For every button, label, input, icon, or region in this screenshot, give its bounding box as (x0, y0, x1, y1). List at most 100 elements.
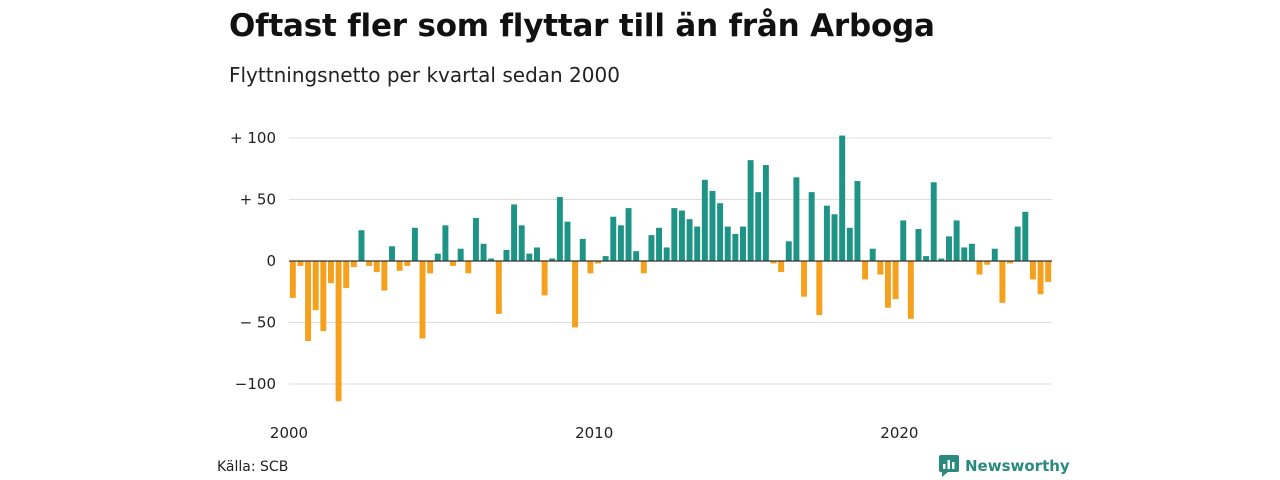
bar (831, 214, 838, 261)
bar (930, 182, 937, 261)
bar (740, 226, 746, 261)
bar (1022, 211, 1029, 261)
bar (671, 208, 678, 261)
bar (450, 261, 457, 266)
bar (335, 261, 342, 402)
bar (785, 241, 792, 261)
bar (442, 225, 449, 261)
bar (793, 177, 800, 261)
bar (953, 220, 960, 261)
bar (747, 160, 754, 261)
bar (839, 135, 846, 261)
y-tick-label: 0 (266, 252, 276, 270)
bar (411, 227, 418, 261)
bar (366, 261, 373, 266)
bar (1029, 261, 1036, 280)
bar (526, 253, 533, 261)
bar (373, 261, 380, 273)
bar (999, 261, 1006, 303)
bar (862, 261, 869, 280)
source-note: Källa: SCB (217, 459, 289, 475)
bar (1045, 261, 1052, 282)
brand-name: Newsworthy (965, 457, 1070, 475)
bar (480, 243, 487, 261)
bar (762, 165, 769, 261)
y-tick-label: + 100 (230, 129, 276, 147)
bar (343, 261, 350, 289)
bar (976, 261, 983, 275)
bar (595, 261, 601, 264)
bar (648, 235, 655, 261)
bar (755, 192, 762, 261)
bar (556, 197, 563, 261)
bar (625, 208, 632, 261)
bar (923, 256, 930, 261)
bar (884, 261, 891, 308)
bar (915, 229, 922, 261)
bar (686, 219, 693, 261)
bar (678, 210, 685, 261)
bar (404, 261, 411, 266)
bar (389, 246, 395, 261)
x-tick-label: 2000 (270, 424, 308, 442)
bar (984, 261, 991, 265)
bar (511, 204, 518, 261)
bar (610, 216, 617, 261)
bar (961, 247, 968, 261)
bar (778, 261, 785, 273)
bar (801, 261, 807, 297)
x-tick-label: 2020 (880, 424, 918, 442)
bar (694, 226, 701, 261)
bar (717, 203, 724, 261)
bar (358, 230, 365, 261)
bar (1007, 261, 1014, 264)
x-tick-label: 2010 (575, 424, 613, 442)
bar (381, 261, 388, 291)
bar (724, 226, 731, 261)
bar (701, 179, 708, 261)
bar (419, 261, 426, 339)
newsworthy-logo-icon (939, 455, 959, 477)
chart-subtitle: Flyttningsnetto per kvartal sedan 2000 (229, 63, 620, 87)
bar (938, 258, 945, 261)
bar (312, 261, 319, 311)
chart-title: Oftast fler som flyttar till än från Arb… (229, 8, 935, 44)
bar (472, 217, 479, 261)
bar (900, 220, 907, 261)
bar (991, 248, 998, 261)
bar (663, 247, 670, 261)
bar (518, 225, 525, 261)
bar (602, 256, 609, 261)
bar (656, 227, 663, 261)
bar (617, 225, 624, 261)
bar (808, 192, 815, 261)
bar (320, 261, 327, 332)
bar (770, 261, 777, 264)
bar (732, 233, 739, 261)
y-tick-label: + 50 (240, 191, 276, 209)
y-tick-label: −100 (235, 375, 276, 393)
bar (892, 261, 899, 300)
bar (350, 261, 357, 268)
bar (465, 261, 472, 274)
bar (572, 261, 579, 328)
bar (297, 261, 304, 266)
bar (968, 243, 975, 261)
bar (633, 251, 640, 261)
bar (846, 227, 853, 261)
bar (541, 261, 548, 296)
bar (427, 261, 434, 274)
brand-logo: Newsworthy (939, 455, 1070, 477)
bar (289, 261, 296, 298)
bar (579, 238, 586, 261)
bar (869, 248, 876, 261)
bar (396, 261, 403, 271)
bar (305, 261, 312, 341)
bar (457, 248, 464, 261)
bar (907, 261, 914, 319)
bar (946, 236, 952, 261)
bar (709, 190, 716, 261)
y-tick-label: − 50 (240, 314, 276, 332)
bar (1037, 261, 1044, 295)
